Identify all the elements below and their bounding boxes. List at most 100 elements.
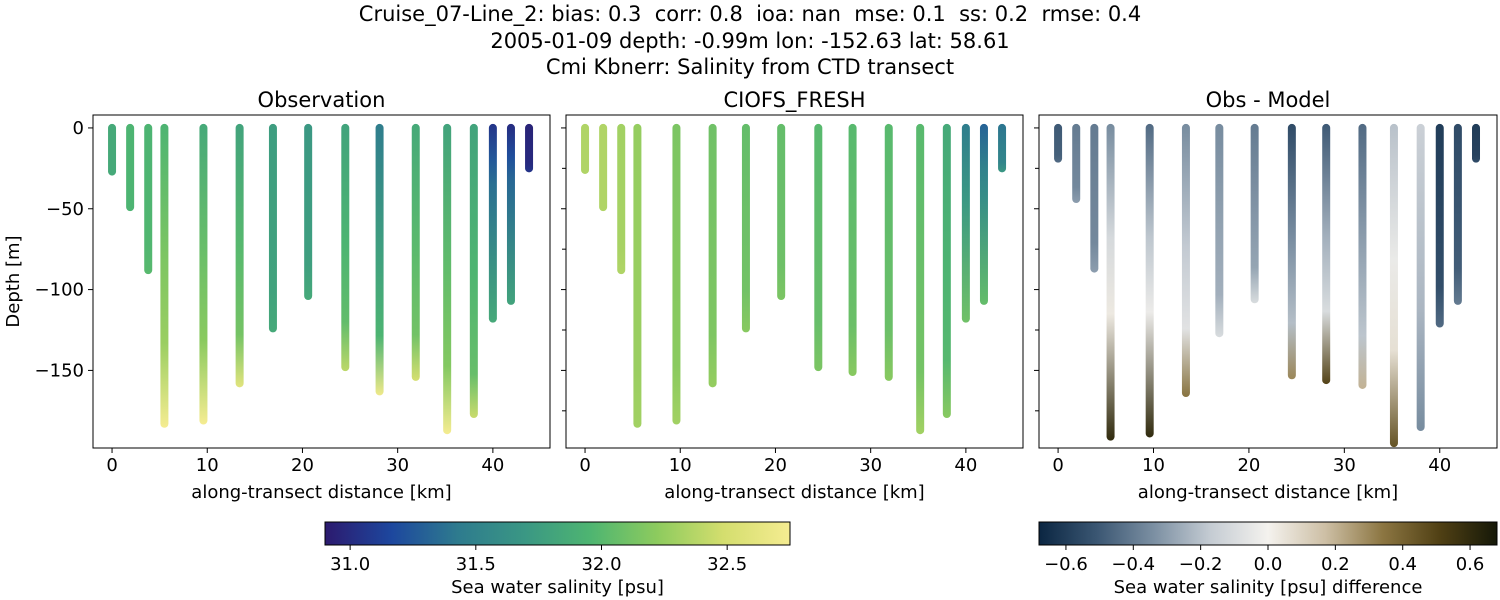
ctd-cast-9 xyxy=(375,123,384,396)
ctd-cast-7 xyxy=(777,123,786,301)
ctd-cast-12 xyxy=(942,123,951,419)
colorbar-tick-label: 0.0 xyxy=(1254,554,1283,575)
ctd-cast-4 xyxy=(199,123,208,425)
x-tick-label: 10 xyxy=(1142,455,1165,476)
x-axis-label: along-transect distance [km] xyxy=(191,482,451,503)
ctd-cast-5 xyxy=(235,123,244,388)
ctd-cast-13 xyxy=(488,123,497,323)
ctd-cast-12 xyxy=(1416,123,1425,431)
x-tick-label: 0 xyxy=(579,455,590,476)
y-tick-label: 0 xyxy=(73,118,84,139)
x-tick-label: 40 xyxy=(1428,455,1451,476)
ctd-cast-9 xyxy=(1322,123,1331,385)
panel-observation: 0 10 20 30 40 0 −50 −100 −150 Observation along-tr… xyxy=(3,88,551,503)
cast-group xyxy=(581,123,1007,435)
ctd-cast-10 xyxy=(1358,123,1367,389)
ctd-cast-2 xyxy=(1090,123,1099,273)
ctd-cast-15 xyxy=(525,123,534,173)
colorbar-tick-label: 31.5 xyxy=(456,554,496,575)
ctd-cast-2 xyxy=(617,123,626,275)
ctd-cast-1 xyxy=(126,123,135,212)
ctd-cast-8 xyxy=(814,123,823,372)
ctd-cast-10 xyxy=(884,123,893,381)
axes-frame xyxy=(1038,114,1498,449)
panel-ciofs-fresh: 0 10 20 30 40 CIOFS_FRESH along-transect dista… xyxy=(561,88,1024,503)
x-tick-label: 20 xyxy=(291,455,314,476)
ctd-cast-5 xyxy=(708,123,717,388)
y-axis-label: Depth [m] xyxy=(3,235,24,327)
ctd-cast-7 xyxy=(304,123,313,301)
ctd-cast-11 xyxy=(443,123,452,435)
ctd-cast-10 xyxy=(411,123,420,381)
ctd-cast-0 xyxy=(1054,123,1063,163)
panel-title: Observation xyxy=(258,88,386,112)
colorbar-tick-label: −0.4 xyxy=(1111,554,1155,575)
ctd-cast-13 xyxy=(961,123,970,323)
ctd-cast-6 xyxy=(741,123,750,333)
ctd-cast-14 xyxy=(1453,123,1462,305)
cast-group xyxy=(1054,123,1481,448)
colorbar-tick-label: 0.4 xyxy=(1388,554,1417,575)
ctd-cast-11 xyxy=(1389,123,1398,448)
cast-group xyxy=(108,123,534,435)
colorbar-tick-label: 31.0 xyxy=(330,554,370,575)
x-tick-label: 0 xyxy=(1052,455,1063,476)
ctd-cast-2 xyxy=(144,123,153,275)
colorbar-label: Sea water salinity [psu] xyxy=(451,577,664,598)
ctd-cast-3 xyxy=(633,123,642,428)
ctd-cast-6 xyxy=(1215,123,1224,338)
colorbar-tick-label: 0.2 xyxy=(1321,554,1350,575)
ctd-cast-3 xyxy=(1106,123,1115,441)
colorbar-tick-label: 32.0 xyxy=(581,554,621,575)
colorbar-tick-label: 0.6 xyxy=(1456,554,1485,575)
panel-obs-minus-model: 0 10 20 30 40 Obs - Model along-transect dista… xyxy=(1034,88,1498,503)
figure-title-line-3: Cmi Kbnerr: Salinity from CTD transect xyxy=(545,55,955,79)
x-tick-label: 40 xyxy=(954,455,977,476)
axes-frame xyxy=(565,114,1024,449)
y-tick-label: −100 xyxy=(35,280,84,301)
colorbar-label: Sea water salinity [psu] difference xyxy=(1114,577,1423,598)
x-tick-label: 30 xyxy=(859,455,882,476)
x-tick-label: 40 xyxy=(481,455,504,476)
ctd-cast-1 xyxy=(1072,123,1081,204)
figure-title-line-1: Cruise_07-Line_2: bias: 0.3 corr: 0.8 io… xyxy=(358,2,1142,26)
ctd-cast-15 xyxy=(1472,123,1481,163)
x-tick-label: 0 xyxy=(106,455,117,476)
x-axis-label: along-transect distance [km] xyxy=(1138,482,1398,503)
ctd-cast-9 xyxy=(848,123,857,377)
colorbar-tick-label: 32.5 xyxy=(707,554,747,575)
y-tick-label: −50 xyxy=(46,199,84,220)
ctd-cast-0 xyxy=(581,123,590,174)
panel-title: CIOFS_FRESH xyxy=(724,88,866,113)
ctd-cast-5 xyxy=(1181,123,1190,398)
x-tick-label: 10 xyxy=(196,455,219,476)
ctd-cast-4 xyxy=(1145,123,1154,438)
ctd-cast-0 xyxy=(108,123,117,176)
ctd-cast-14 xyxy=(979,123,988,305)
figure-title-line-2: 2005-01-09 depth: -0.99m lon: -152.63 la… xyxy=(490,29,1010,53)
x-axis-label: along-transect distance [km] xyxy=(664,482,924,503)
x-tick-label: 30 xyxy=(1333,455,1356,476)
x-tick-label: 10 xyxy=(669,455,692,476)
ctd-cast-3 xyxy=(160,123,169,428)
y-tick-label: −150 xyxy=(35,360,84,381)
ctd-cast-7 xyxy=(1250,123,1259,304)
ctd-cast-14 xyxy=(506,123,515,305)
colorbar-tick-label: −0.2 xyxy=(1179,554,1223,575)
ctd-cast-8 xyxy=(1287,123,1296,380)
x-tick-label: 20 xyxy=(1237,455,1260,476)
ctd-cast-4 xyxy=(672,123,681,425)
colorbar-strip xyxy=(1038,521,1498,546)
ctd-cast-6 xyxy=(268,123,277,333)
difference-colorbar: −0.6 −0.4 −0.2 0.0 0.2 0.4 0.6 Sea water salini… xyxy=(1038,521,1498,598)
ctd-cast-12 xyxy=(469,123,478,419)
salinity-colorbar: 31.0 31.5 32.0 32.5 Sea water salinity [psu] xyxy=(324,521,791,598)
colorbar-strip xyxy=(324,521,791,546)
ctd-cast-8 xyxy=(341,123,350,372)
ctd-cast-15 xyxy=(998,123,1007,173)
x-tick-label: 20 xyxy=(764,455,787,476)
x-tick-label: 30 xyxy=(386,455,409,476)
ctd-cast-1 xyxy=(599,123,608,212)
ctd-cast-11 xyxy=(916,123,925,435)
